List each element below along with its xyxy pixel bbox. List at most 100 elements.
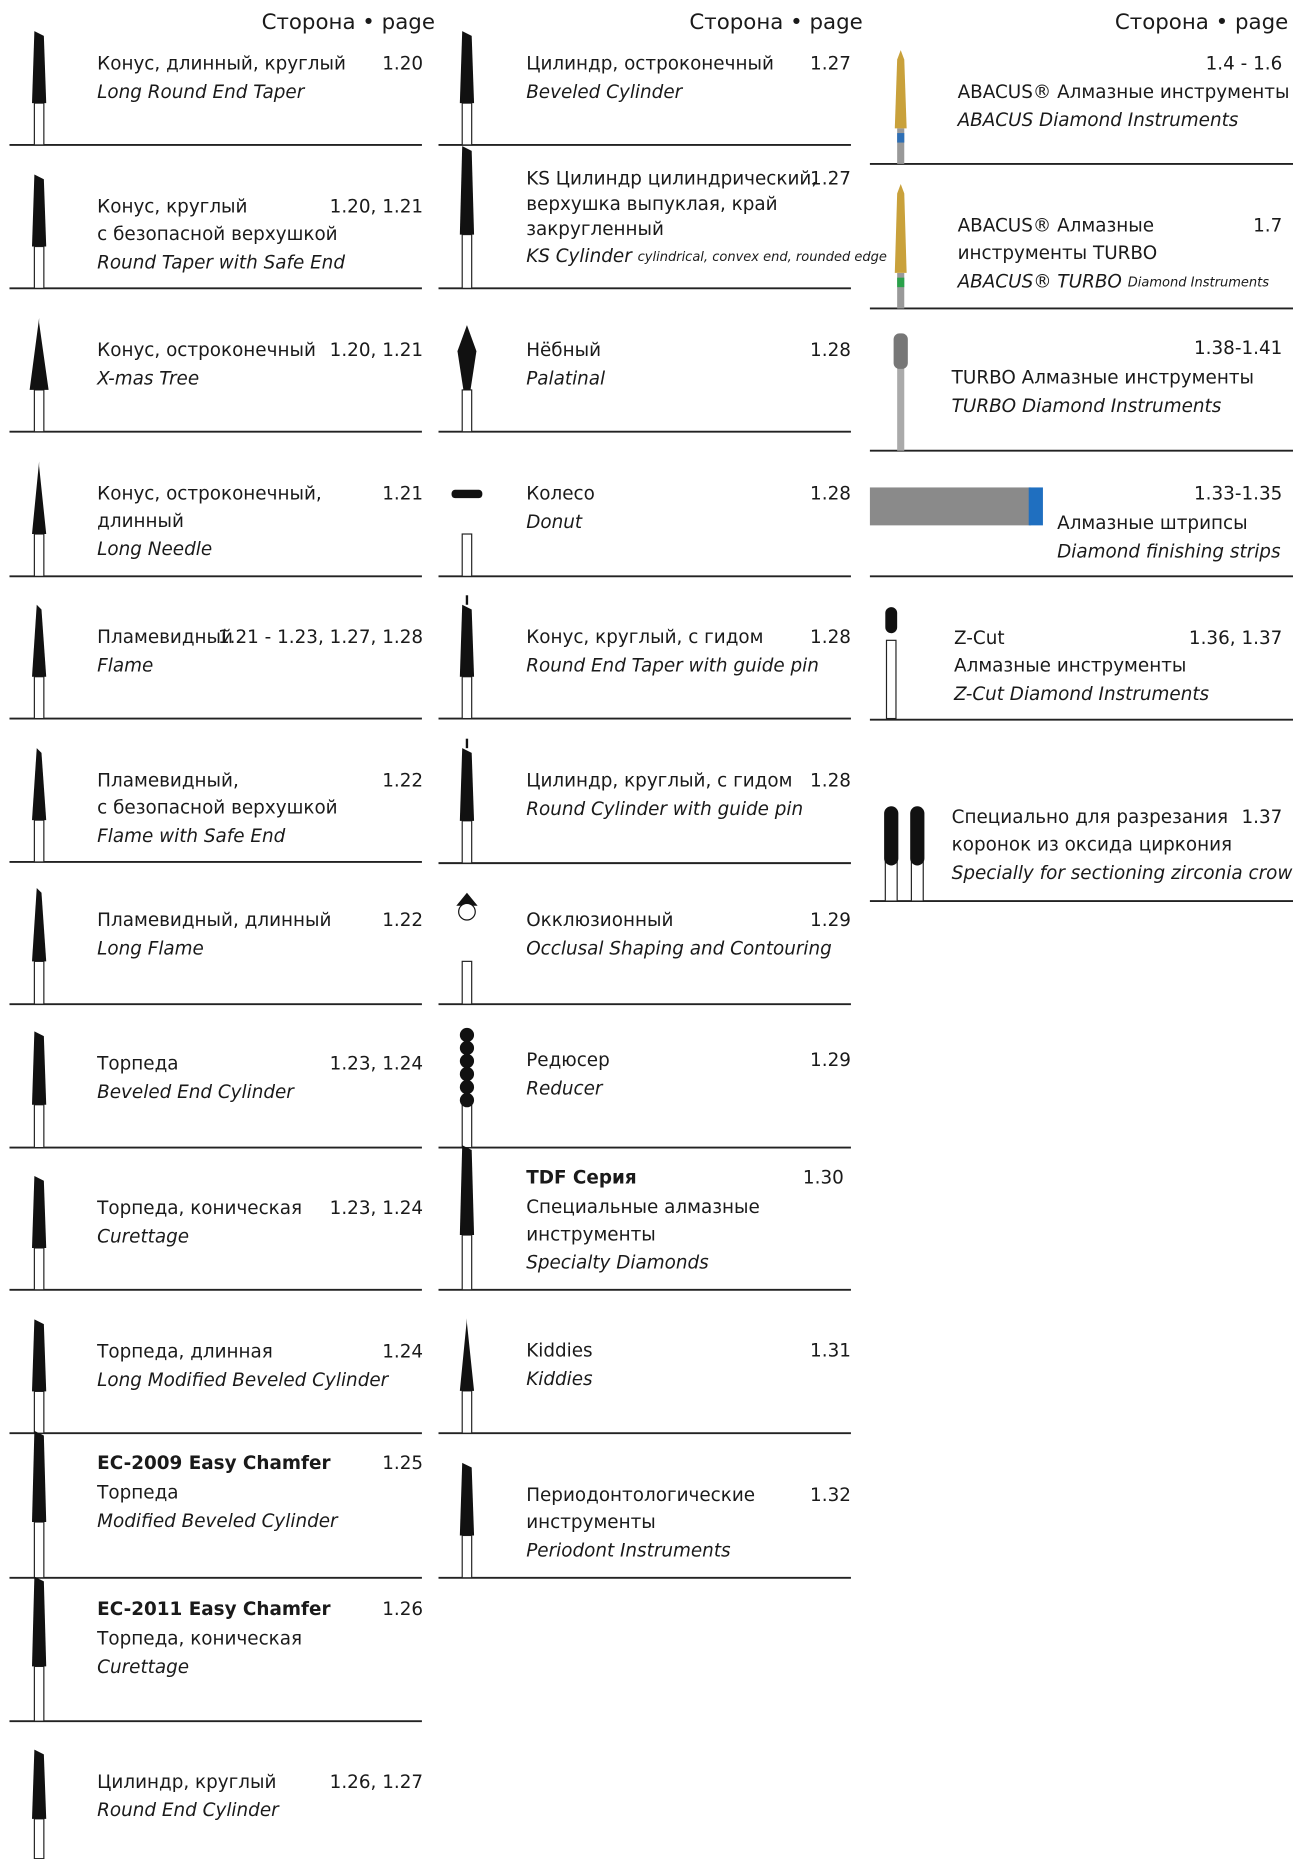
bur-shank bbox=[33, 1104, 45, 1149]
bur-icon bbox=[459, 1318, 475, 1434]
bur-head bbox=[31, 1576, 47, 1667]
bur-head bbox=[459, 1040, 475, 1056]
bur-head bbox=[910, 806, 925, 866]
column-header: Сторона • page bbox=[1115, 10, 1288, 35]
item-en-main: KS Cylinder bbox=[526, 246, 633, 267]
item-ru: инструменты TURBO bbox=[958, 243, 1158, 264]
item-en-note: cylindrical, convex end, rounded edge bbox=[638, 249, 887, 264]
bur-head bbox=[459, 1093, 475, 1108]
page-ref: 1.31 bbox=[810, 1340, 851, 1361]
bur-head bbox=[459, 604, 475, 677]
bur-shank bbox=[461, 1102, 473, 1149]
item-ru: Нёбный bbox=[526, 340, 601, 361]
page-ref: 1.33-1.35 bbox=[1194, 484, 1282, 505]
item-ru: Колесо bbox=[526, 484, 595, 505]
bur-icon bbox=[894, 184, 907, 309]
page-ref: 1.20, 1.21 bbox=[330, 197, 423, 218]
bur-head bbox=[31, 31, 47, 104]
item-en: Round End Cylinder bbox=[97, 1800, 280, 1821]
bur-band bbox=[897, 277, 905, 288]
item-en: Long Needle bbox=[97, 539, 212, 560]
item-en-main: TURBO Diamond Instruments bbox=[952, 396, 1222, 417]
bur-shank bbox=[461, 1234, 473, 1291]
item-en: Palatinal bbox=[526, 369, 606, 390]
item-en-main: Specially for sectioning zirconia crowns bbox=[952, 863, 1293, 884]
item-ru: Конус, остроконечный bbox=[97, 340, 316, 361]
page-ref: 1.22 bbox=[382, 910, 423, 931]
item-en-main: Long Round End Taper bbox=[97, 82, 306, 103]
item-en-main: Periodont Instruments bbox=[526, 1541, 731, 1562]
bur-head bbox=[31, 1176, 47, 1248]
item-en: Specially for sectioning zirconia crowns bbox=[952, 863, 1293, 884]
bur-head bbox=[459, 31, 475, 104]
item-ru: Конус, остроконечный, bbox=[97, 484, 322, 505]
bur-icon bbox=[31, 1576, 47, 1722]
item-en-main: Curettage bbox=[97, 1657, 189, 1678]
item-en-main: Flame bbox=[97, 655, 153, 676]
page-ref: 1.28 bbox=[810, 627, 851, 648]
item-en-main: Round Cylinder with guide pin bbox=[526, 799, 803, 820]
item-ru: Торпеда, длинная bbox=[96, 1342, 273, 1363]
strip bbox=[869, 487, 1032, 526]
bur-shank bbox=[885, 639, 897, 720]
item-ru: Z-Cut bbox=[954, 628, 1005, 649]
item-en: Long Flame bbox=[97, 939, 204, 960]
page-ref: 1.23, 1.24 bbox=[330, 1054, 423, 1075]
item-en-main: Modified Beveled Cylinder bbox=[97, 1511, 339, 1532]
item-en: Beveled End Cylinder bbox=[97, 1082, 295, 1103]
bur-icon bbox=[31, 1319, 47, 1434]
bur-icon bbox=[29, 317, 49, 433]
page-ref: 1.32 bbox=[810, 1485, 851, 1506]
item-en: Donut bbox=[526, 512, 583, 533]
bur-shank bbox=[897, 272, 905, 309]
item-ru: Торпеда, коническая bbox=[96, 1198, 302, 1219]
item-en: Long Modified Beveled Cylinder bbox=[97, 1370, 389, 1391]
item-en: Round Cylinder with guide pin bbox=[526, 799, 803, 820]
bur-head bbox=[459, 1145, 475, 1236]
bur-head bbox=[459, 1080, 475, 1095]
bur-icon bbox=[459, 1145, 475, 1291]
item-en: Kiddies bbox=[526, 1369, 593, 1390]
page-ref: 1.20, 1.21 bbox=[330, 340, 423, 361]
bur-head bbox=[459, 1027, 475, 1043]
item-en: TURBO Diamond Instruments bbox=[952, 396, 1222, 417]
page-ref: 1.28 bbox=[810, 484, 851, 505]
item-ru: Kiddies bbox=[526, 1340, 592, 1361]
item-en: KS Cylinder cylindrical, convex end, rou… bbox=[526, 246, 887, 267]
page-ref: 1.24 bbox=[382, 1342, 423, 1363]
item-en: Occlusal Shaping and Contouring bbox=[526, 939, 832, 960]
bur-shank bbox=[461, 1390, 473, 1434]
page-ref: 1.7 bbox=[1253, 216, 1282, 237]
item-ru: с безопасной верхушкой bbox=[97, 224, 337, 245]
page-ref: 1.21 bbox=[382, 484, 423, 505]
item-title: EC-2009 Easy Chamfer bbox=[97, 1453, 330, 1474]
page-ref: 1.4 - 1.6 bbox=[1206, 53, 1283, 74]
item-en-main: Flame with Safe End bbox=[97, 826, 285, 847]
bur-icon bbox=[31, 748, 47, 863]
bur-shank bbox=[33, 960, 45, 1005]
bur-shank bbox=[461, 389, 473, 433]
item-en-main: Curettage bbox=[97, 1227, 189, 1248]
item-en: Round End Taper with guide pin bbox=[526, 655, 819, 676]
bur-head bbox=[459, 1066, 475, 1082]
bur-head bbox=[459, 748, 475, 821]
item-ru: Конус, длинный, круглый bbox=[97, 53, 346, 74]
item-en-main: Long Modified Beveled Cylinder bbox=[97, 1370, 389, 1391]
item-en-main: Donut bbox=[526, 512, 583, 533]
item-en-main: Long Needle bbox=[97, 539, 212, 560]
bur-shank bbox=[461, 102, 473, 146]
item-en-main: ABACUS® TURBO bbox=[957, 271, 1122, 292]
bur-icon bbox=[31, 604, 47, 720]
item-en: Flame bbox=[97, 655, 153, 676]
page-ref: 1.21 - 1.23, 1.27, 1.28 bbox=[218, 627, 423, 648]
bur-shank bbox=[461, 820, 473, 864]
bur-icon bbox=[31, 461, 47, 577]
item-ru: Конус, круглый bbox=[97, 197, 247, 218]
item-en-main: Beveled Cylinder bbox=[526, 82, 683, 103]
bur-shank bbox=[461, 533, 473, 577]
bur-head bbox=[894, 50, 907, 129]
bur-icon bbox=[456, 892, 478, 1005]
bur-shank bbox=[33, 676, 45, 720]
bur-icon bbox=[31, 174, 47, 289]
